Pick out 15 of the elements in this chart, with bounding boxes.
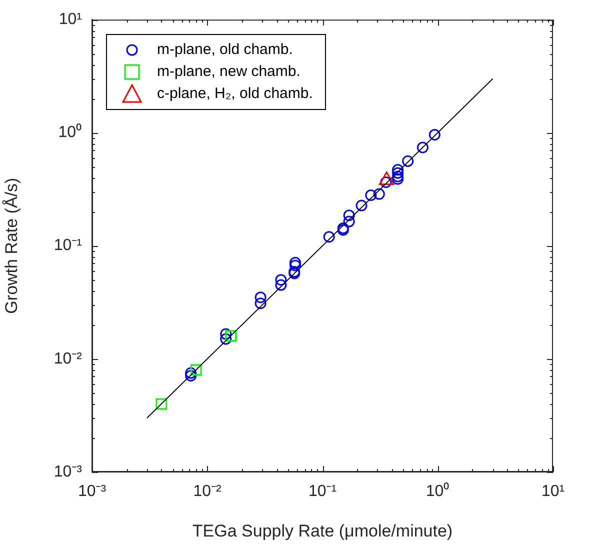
legend-label: m-plane, new chamb. bbox=[157, 63, 300, 80]
x-tick-label: 10⁻³ bbox=[78, 483, 107, 500]
y-tick-label: 10⁰ bbox=[58, 123, 82, 142]
x-tick-label: 10⁻² bbox=[193, 483, 222, 500]
y-axis-title: Growth Rate (Å/s) bbox=[2, 178, 21, 314]
y-tick-label: 10⁻¹ bbox=[54, 237, 82, 254]
legend-label: m-plane, old chamb. bbox=[157, 41, 293, 58]
x-tick-label: 10⁻¹ bbox=[308, 483, 337, 500]
y-tick-label: 10¹ bbox=[58, 11, 82, 28]
x-axis-title: TEGa Supply Rate (μmole/minute) bbox=[192, 521, 453, 540]
y-tick-label: 10⁻² bbox=[54, 350, 83, 368]
legend-label: c-plane, H₂, old chamb. bbox=[157, 85, 313, 102]
x-tick-label: 10¹ bbox=[541, 483, 565, 500]
y-tick-label: 10⁻³ bbox=[54, 463, 83, 480]
x-tick-label: 10⁰ bbox=[426, 482, 450, 500]
